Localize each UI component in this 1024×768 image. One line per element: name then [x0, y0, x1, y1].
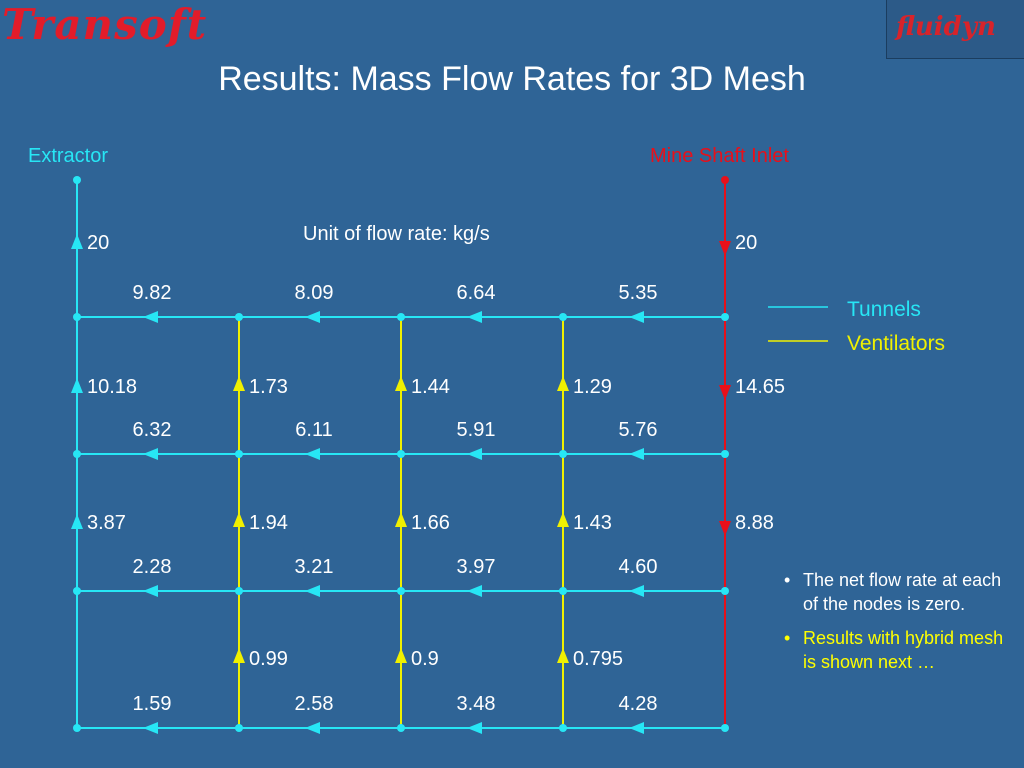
flow-arrow-h — [467, 311, 482, 323]
flow-arrow-v — [395, 376, 407, 391]
flow-value-v: 1.94 — [249, 512, 288, 534]
slide-title: Results: Mass Flow Rates for 3D Mesh — [218, 60, 806, 98]
network-node — [235, 450, 243, 458]
flow-arrow-h — [629, 722, 644, 734]
network-node — [721, 313, 729, 321]
flow-arrow-h — [629, 311, 644, 323]
legend-label: Ventilators — [847, 332, 945, 355]
flow-value-v: 20 — [735, 232, 757, 254]
network-node — [721, 450, 729, 458]
network-node — [73, 587, 81, 595]
flow-value-h: 8.09 — [295, 282, 334, 304]
legend-label: Tunnels — [847, 298, 921, 321]
flow-value-v: 10.18 — [87, 376, 137, 398]
flow-value-v: 1.66 — [411, 512, 450, 534]
flow-value-v: 1.29 — [573, 376, 612, 398]
flow-value-h: 3.21 — [295, 556, 334, 578]
flow-arrow-h — [629, 585, 644, 597]
network-node — [559, 724, 567, 732]
network-node — [721, 587, 729, 595]
network-node — [73, 724, 81, 732]
flow-value-v: 0.795 — [573, 648, 623, 670]
flow-arrow-h — [467, 448, 482, 460]
notes-list: The net flow rate at each of the nodes i… — [784, 568, 1004, 684]
fluidyn-logo-box — [886, 0, 1024, 59]
flow-value-h: 3.97 — [457, 556, 496, 578]
flow-arrow-v — [233, 648, 245, 663]
flow-value-h: 5.91 — [457, 419, 496, 441]
flow-arrow-h — [143, 311, 158, 323]
flow-arrow-v — [233, 512, 245, 527]
flow-arrow-v — [557, 512, 569, 527]
network-node — [235, 587, 243, 595]
flow-arrow-h — [467, 585, 482, 597]
flow-arrow-v — [233, 376, 245, 391]
flow-value-v: 1.73 — [249, 376, 288, 398]
unit-label: Unit of flow rate: kg/s — [303, 223, 490, 245]
flow-value-v: 14.65 — [735, 376, 785, 398]
flow-arrow-v — [71, 514, 83, 529]
flow-value-h: 9.82 — [133, 282, 172, 304]
flow-arrow-h — [305, 448, 320, 460]
flow-arrow-h — [305, 311, 320, 323]
flow-value-h: 6.32 — [133, 419, 172, 441]
flow-value-v: 0.99 — [249, 648, 288, 670]
flow-value-v: 1.44 — [411, 376, 450, 398]
network-node — [397, 313, 405, 321]
network-node — [235, 313, 243, 321]
flow-arrow-v — [719, 521, 731, 536]
network-node — [559, 450, 567, 458]
flow-value-h: 2.58 — [295, 693, 334, 715]
flow-arrow-v — [557, 648, 569, 663]
transoft-logo: Transoft — [2, 0, 208, 49]
flow-arrow-v — [557, 376, 569, 391]
flow-value-h: 4.60 — [619, 556, 658, 578]
flow-arrow-h — [629, 448, 644, 460]
inlet-node — [721, 176, 729, 184]
network-node — [397, 724, 405, 732]
flow-arrow-h — [143, 448, 158, 460]
flow-value-h: 5.35 — [619, 282, 658, 304]
network-node — [559, 587, 567, 595]
flow-value-h: 6.11 — [295, 419, 332, 441]
flow-value-v: 1.43 — [573, 512, 612, 534]
flow-arrow-v — [71, 234, 83, 249]
flow-value-h: 2.28 — [133, 556, 172, 578]
flow-arrow-h — [143, 722, 158, 734]
flow-arrow-v — [719, 241, 731, 256]
flow-value-v: 20 — [87, 232, 109, 254]
network-node — [721, 724, 729, 732]
flow-value-h: 6.64 — [457, 282, 496, 304]
flow-arrow-v — [395, 648, 407, 663]
network-node — [397, 450, 405, 458]
flow-value-h: 3.48 — [457, 693, 496, 715]
flow-arrow-v — [719, 385, 731, 400]
flow-value-v: 8.88 — [735, 512, 774, 534]
flow-value-h: 4.28 — [619, 693, 658, 715]
flow-value-v: 3.87 — [87, 512, 126, 534]
extractor-node — [73, 176, 81, 184]
flow-arrow-v — [395, 512, 407, 527]
extractor-label: Extractor — [28, 145, 108, 167]
network-node — [397, 587, 405, 595]
network-node — [73, 313, 81, 321]
flow-arrow-h — [305, 585, 320, 597]
network-node — [559, 313, 567, 321]
network-node — [73, 450, 81, 458]
fluidyn-logo: fluidyn — [896, 12, 996, 42]
flow-arrow-h — [467, 722, 482, 734]
flow-value-h: 1.59 — [133, 693, 172, 715]
flow-arrow-h — [305, 722, 320, 734]
inlet-label: Mine Shaft Inlet — [650, 145, 789, 167]
flow-arrow-v — [71, 378, 83, 393]
note-hybrid-mesh: Results with hybrid mesh is shown next … — [784, 626, 1004, 674]
flow-value-v: 0.9 — [411, 648, 439, 670]
flow-arrow-h — [143, 585, 158, 597]
network-node — [235, 724, 243, 732]
note-net-flow: The net flow rate at each of the nodes i… — [784, 568, 1004, 616]
flow-value-h: 5.76 — [619, 419, 658, 441]
